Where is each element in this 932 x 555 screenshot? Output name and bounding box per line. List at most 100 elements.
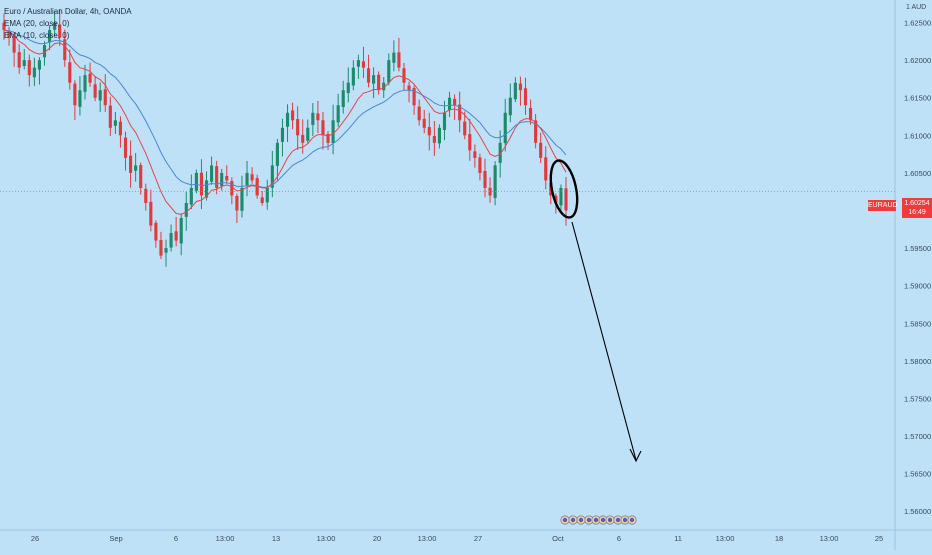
candle-body xyxy=(17,52,21,68)
y-tick-label: 1.58000 xyxy=(904,357,931,366)
x-tick-label: Oct xyxy=(552,534,565,543)
y-tick-label: 1.57000 xyxy=(904,432,931,441)
candle-body xyxy=(2,22,6,31)
candle-body xyxy=(392,52,396,63)
candle-body xyxy=(169,233,173,248)
candle-body xyxy=(58,24,62,38)
candle-body xyxy=(351,67,355,86)
candle-body xyxy=(372,75,376,84)
candle-body xyxy=(210,165,214,182)
candle-body xyxy=(432,136,436,143)
annotation-arrow-head xyxy=(629,448,642,463)
candle-body xyxy=(361,61,366,68)
candle-body xyxy=(154,222,158,241)
candle-body xyxy=(32,67,36,78)
candle-body xyxy=(37,60,42,70)
candle-body xyxy=(326,133,330,143)
y-tick-label: 1.56000 xyxy=(904,507,931,516)
candle-body xyxy=(215,166,219,188)
x-tick-label: 6 xyxy=(174,534,178,543)
event-marker-dot xyxy=(600,517,606,523)
candle-body xyxy=(103,89,107,106)
candle-body xyxy=(159,240,163,256)
candle-body xyxy=(306,127,310,141)
candle-body xyxy=(139,165,143,188)
y-tick-label: 1.59000 xyxy=(904,282,931,291)
currency-label: 1 AUD xyxy=(906,4,927,11)
candle-body xyxy=(179,218,183,244)
candle-body xyxy=(437,127,441,144)
x-tick-label: 27 xyxy=(474,534,482,543)
candle-body xyxy=(270,165,274,188)
event-marker-dot xyxy=(607,517,613,523)
candle-body xyxy=(250,174,254,181)
candle-body xyxy=(220,172,224,187)
candle-body xyxy=(407,85,411,91)
candle-body xyxy=(204,180,209,198)
legend-ema20: EMA (20, close, 0) xyxy=(4,19,70,28)
candle-body xyxy=(53,22,57,30)
x-tick-label: 13:00 xyxy=(317,534,336,543)
candle-body xyxy=(346,82,350,94)
candle-body xyxy=(417,106,421,121)
candle-body xyxy=(73,83,77,106)
candle-body xyxy=(412,88,416,106)
legend-title: Euro / Australian Dollar, 4h, OANDA xyxy=(4,7,132,16)
symbol-badge: EURAUD xyxy=(868,200,898,211)
candle-body xyxy=(422,118,426,128)
candle-body xyxy=(245,172,249,186)
y-tick-label: 1.61000 xyxy=(904,131,931,140)
candle-body xyxy=(382,82,386,91)
x-tick-label: 26 xyxy=(31,534,39,543)
countdown-value: 16:49 xyxy=(908,209,926,216)
candle-body xyxy=(518,83,523,91)
candle-body xyxy=(377,74,381,91)
y-tick-label: 1.62500 xyxy=(904,19,931,28)
y-tick-label: 1.57500 xyxy=(904,394,931,403)
candle-body xyxy=(285,112,290,127)
annotation-arrow-line xyxy=(571,221,637,461)
candle-body xyxy=(301,135,305,143)
ema10-line xyxy=(3,29,567,215)
legend-ema10: EMA (10, close, 0) xyxy=(4,31,70,40)
x-tick-label: 11 xyxy=(674,534,682,543)
event-marker-dot xyxy=(570,517,576,523)
candle-body xyxy=(123,137,128,158)
candle-body xyxy=(523,88,528,106)
ema20-line xyxy=(3,29,567,188)
candle-body xyxy=(83,75,87,92)
y-tick-label: 1.58500 xyxy=(904,319,931,328)
candle-body xyxy=(134,165,138,171)
candle-body xyxy=(513,82,517,100)
chart-legend: Euro / Australian Dollar, 4h, OANDA EMA … xyxy=(4,6,132,42)
candle-body xyxy=(356,60,360,67)
candle-body xyxy=(184,202,188,217)
candle-body xyxy=(194,172,198,191)
candle-body xyxy=(129,155,133,173)
y-tick-label: 1.60500 xyxy=(904,169,931,178)
candle-body xyxy=(189,187,193,205)
x-tick-label: 13:00 xyxy=(820,534,839,543)
x-tick-label: 6 xyxy=(617,534,621,543)
candle-body xyxy=(12,37,16,53)
candle-body xyxy=(503,112,507,144)
candle-body xyxy=(453,98,457,106)
candle-body xyxy=(118,121,123,136)
y-tick-label: 1.62000 xyxy=(904,56,931,65)
candle-body xyxy=(564,188,568,211)
candle-body xyxy=(113,120,117,126)
candle-body xyxy=(7,32,11,38)
x-tick-label: 13:00 xyxy=(418,534,437,543)
x-tick-label: Sep xyxy=(109,534,122,543)
candle-body xyxy=(427,127,431,136)
candle-body xyxy=(240,187,244,211)
candle-body xyxy=(554,195,558,203)
candle-body xyxy=(42,45,47,58)
x-tick-label: 20 xyxy=(373,534,381,543)
candle-body xyxy=(539,142,543,158)
candle-body xyxy=(68,62,72,83)
candle-body xyxy=(508,97,512,116)
event-marker-dot xyxy=(586,517,592,523)
